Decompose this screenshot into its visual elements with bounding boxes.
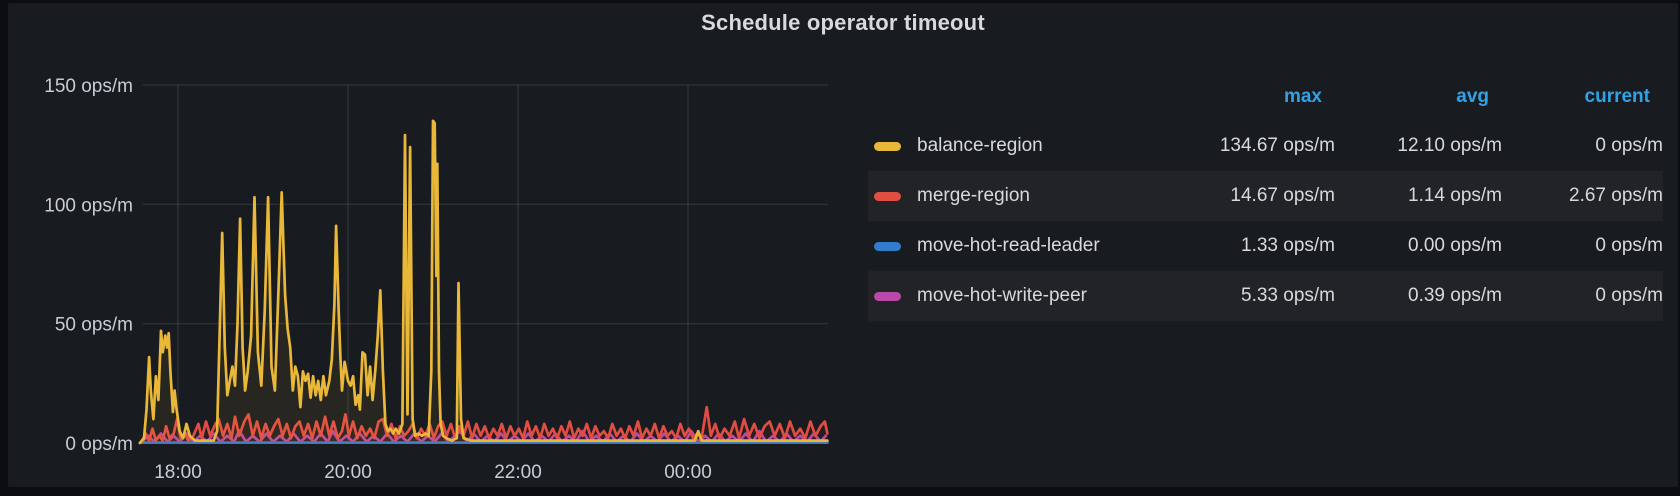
legend-rows: balance-region 134.67 ops/m 12.10 ops/m …	[868, 121, 1663, 321]
legend-row-move-hot-write-peer[interactable]: move-hot-write-peer 5.33 ops/m 0.39 ops/…	[868, 271, 1663, 321]
legend-table: max avg current balance-region 134.67 op…	[868, 78, 1676, 321]
legend-avg-value: 1.14 ops/m	[1408, 185, 1502, 206]
legend-max-value: 134.67 ops/m	[1219, 135, 1335, 156]
series-area-merge-region	[141, 407, 828, 443]
series-color-swatch[interactable]	[874, 241, 901, 251]
time-series-chart[interactable]: 0 ops/m 50 ops/m 100 ops/m 150 ops/m 18:00 20…	[8, 3, 1678, 487]
legend-current-value: 0 ops/m	[1595, 285, 1663, 306]
legend-max-value: 1.33 ops/m	[1241, 235, 1335, 256]
series-color-swatch[interactable]	[874, 291, 901, 301]
legend-avg-value: 0.39 ops/m	[1408, 285, 1502, 306]
x-axis-label: 22:00	[494, 462, 542, 483]
legend-max-value: 5.33 ops/m	[1241, 285, 1335, 306]
legend-current-value: 2.67 ops/m	[1569, 185, 1663, 206]
legend-current-value: 0 ops/m	[1595, 235, 1663, 256]
legend-current-value: 0 ops/m	[1595, 135, 1663, 156]
y-axis-label: 50 ops/m	[55, 315, 133, 336]
legend-row-balance-region[interactable]: balance-region 134.67 ops/m 12.10 ops/m …	[868, 121, 1663, 171]
grafana-panel: Schedule operator timeout 0 ops/m 50 ops/…	[8, 3, 1678, 487]
series-name[interactable]: move-hot-read-leader	[917, 235, 1100, 256]
legend-avg-value: 0.00 ops/m	[1408, 235, 1502, 256]
series-color-swatch[interactable]	[874, 141, 901, 151]
legend-row-move-hot-read-leader[interactable]: move-hot-read-leader 1.33 ops/m 0.00 ops…	[868, 221, 1663, 271]
panel-title[interactable]: Schedule operator timeout	[701, 10, 985, 35]
series-name[interactable]: move-hot-write-peer	[917, 285, 1087, 306]
legend-avg-value: 12.10 ops/m	[1397, 135, 1502, 156]
legend-row-merge-region[interactable]: merge-region 14.67 ops/m 1.14 ops/m 2.67…	[868, 171, 1663, 221]
legend-max-value: 14.67 ops/m	[1230, 185, 1335, 206]
y-axis-label: 150 ops/m	[44, 76, 133, 97]
series-line-balance-region	[138, 119, 829, 445]
x-axis-label: 18:00	[154, 462, 202, 483]
series-area-balance-region	[139, 120, 828, 444]
legend-column-avg[interactable]: avg	[1456, 86, 1489, 107]
x-axis-label: 20:00	[324, 462, 372, 483]
x-axis-label: 00:00	[664, 462, 712, 483]
legend-column-max[interactable]: max	[1283, 86, 1322, 107]
y-axis-label: 100 ops/m	[44, 195, 133, 216]
series-name[interactable]: balance-region	[917, 135, 1043, 156]
series-color-swatch[interactable]	[874, 191, 901, 201]
y-axis-label: 0 ops/m	[65, 434, 133, 455]
legend-column-current[interactable]: current	[1584, 86, 1650, 107]
legend-header-row: max avg current	[868, 78, 1663, 116]
series-name[interactable]: merge-region	[917, 185, 1030, 206]
